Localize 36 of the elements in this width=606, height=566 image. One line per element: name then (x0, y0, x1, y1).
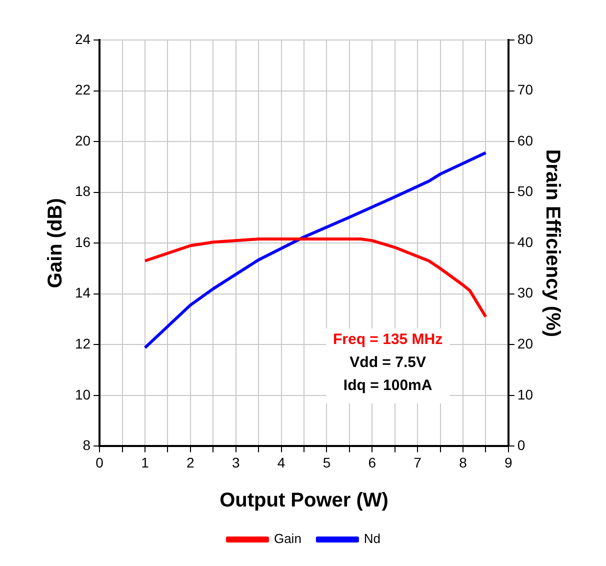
y2-tick-label: 0 (517, 437, 526, 454)
x-tick-label: 3 (232, 454, 240, 470)
y2-tick-label: 20 (517, 336, 534, 352)
y-axis-title: Gain (dB) (44, 198, 67, 288)
y-tick-label: 12 (74, 336, 91, 352)
annotation: Vdd = 7.5V (350, 354, 426, 372)
x-tick-label: 8 (459, 454, 468, 470)
annotation: Freq = 135 MHz (333, 331, 443, 348)
y2-tick-label: 70 (517, 82, 534, 98)
y-tick-label: 22 (74, 82, 91, 98)
x-tick-label: 2 (186, 454, 195, 470)
x-tick-label: 1 (141, 454, 150, 470)
legend-label: Nd (364, 531, 381, 546)
x-tick-label: 9 (504, 454, 513, 470)
x-tick-label: 5 (322, 454, 331, 470)
x-tick-label: 6 (368, 454, 376, 470)
y-tick-label: 16 (74, 234, 91, 250)
y2-tick-label: 50 (517, 183, 534, 200)
annotation: Idq = 100mA (343, 377, 432, 394)
y2-tick-label: 10 (517, 386, 534, 402)
y-tick-label: 18 (74, 183, 91, 200)
legend-label: Gain (274, 531, 302, 546)
y2-tick-label: 60 (517, 132, 534, 148)
y-tick-label: 20 (74, 132, 91, 148)
y2-tick-label: 80 (517, 30, 534, 47)
y2-axis-title: Drain Efficiency (%) (541, 149, 564, 338)
x-axis-title: Output Power (W) (220, 490, 388, 512)
y-tick-label: 10 (74, 386, 91, 402)
x-tick-label: 4 (277, 454, 286, 470)
x-tick-label: 0 (96, 454, 104, 470)
y-tick-label: 24 (74, 30, 91, 47)
y-tick-label: 8 (82, 437, 91, 454)
x-tick-label: 7 (414, 454, 422, 470)
y-tick-label: 14 (74, 284, 91, 301)
y2-tick-label: 30 (517, 284, 534, 301)
y2-tick-label: 40 (517, 234, 534, 250)
